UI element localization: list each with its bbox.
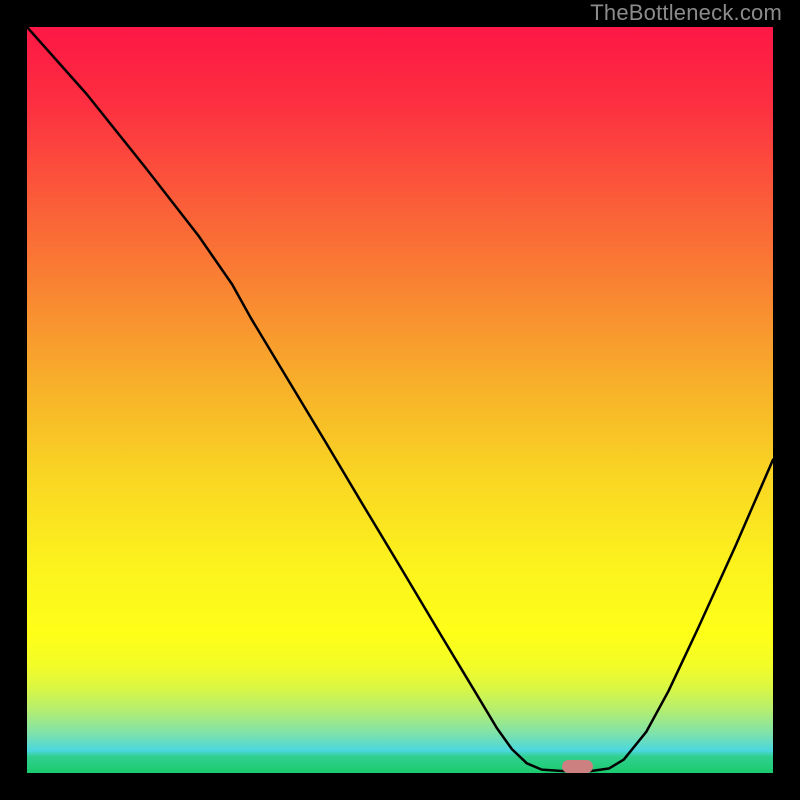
plot-svg [27,27,773,773]
watermark-text: TheBottleneck.com [590,0,782,26]
optimum-marker [562,760,593,773]
plot-area [27,27,773,773]
gradient-background [27,27,773,773]
chart-container: TheBottleneck.com [0,0,800,800]
